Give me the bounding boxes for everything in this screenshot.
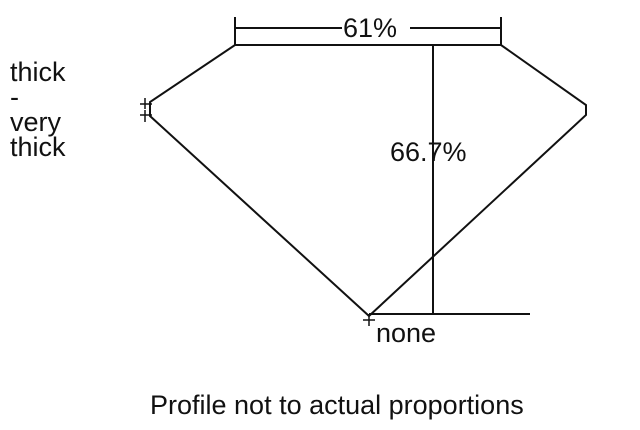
girdle-label-line: thick: [10, 57, 66, 87]
table-percent-label: 61%: [343, 13, 398, 43]
girdle-label-line: -: [10, 82, 19, 112]
girdle-marks: [140, 98, 375, 326]
caption: Profile not to actual proportions: [150, 390, 524, 420]
culet-label: none: [376, 318, 437, 348]
girdle-label-line: thick: [10, 132, 66, 162]
gem-outline: [149, 44, 587, 318]
girdle-thickness-label: thick - very thick: [10, 57, 66, 162]
depth-percent-label: 66.7%: [390, 137, 467, 167]
girdle-label-line: very: [10, 107, 62, 137]
